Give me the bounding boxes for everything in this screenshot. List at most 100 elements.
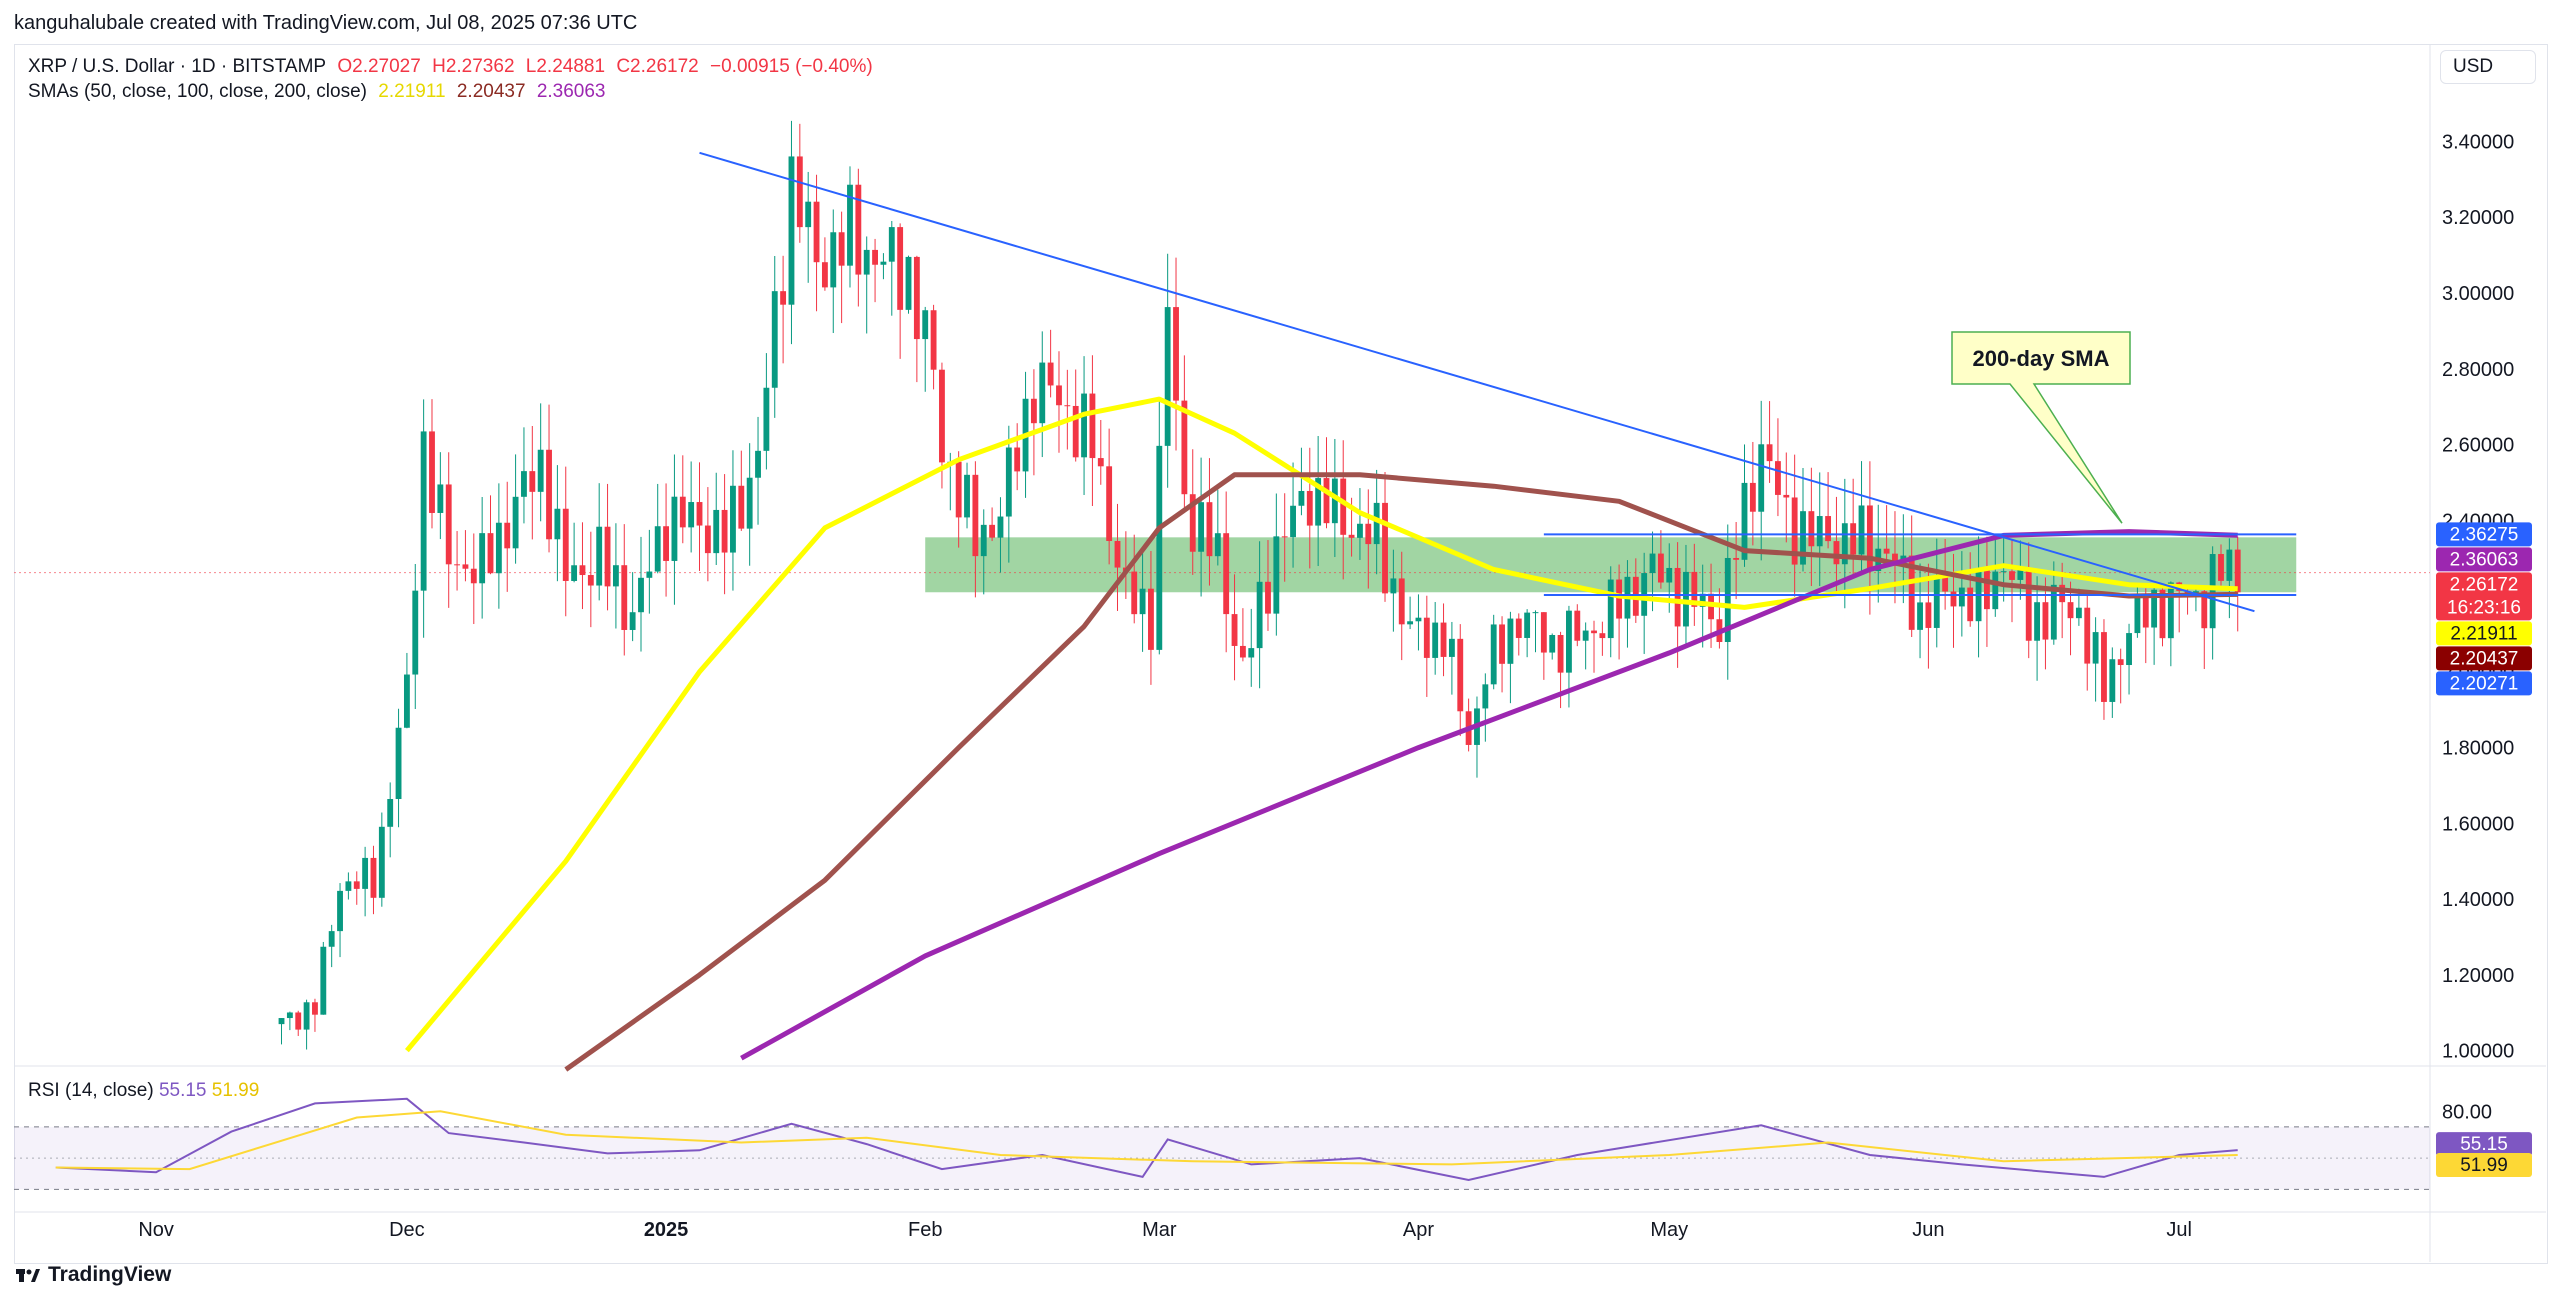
- candle-body: [2126, 633, 2132, 666]
- candle-body: [1883, 548, 1890, 554]
- candle-body: [880, 261, 887, 265]
- candle-body: [671, 496, 678, 561]
- candle-body: [863, 249, 870, 275]
- candle-body: [1139, 588, 1146, 615]
- annotation-label: 200-day SMA: [1973, 346, 2110, 371]
- candle-body: [980, 524, 987, 557]
- candle-body: [1231, 614, 1238, 646]
- candle-body: [562, 508, 569, 581]
- candle-body: [704, 525, 711, 554]
- price-label-bg: [2436, 547, 2532, 572]
- candle-body: [1574, 610, 1581, 641]
- candle-body: [1081, 393, 1087, 458]
- candle-body: [1382, 502, 1388, 594]
- candle-body: [1432, 622, 1439, 658]
- candle-body: [612, 565, 619, 587]
- candle-body: [1273, 536, 1280, 614]
- candle-body: [2025, 569, 2032, 641]
- candle-body: [286, 1012, 293, 1019]
- sma-legend[interactable]: SMAs (50, close, 100, close, 200, close)…: [28, 81, 612, 103]
- candle-body: [295, 1012, 302, 1030]
- rsi-value-label-bg: [2436, 1132, 2532, 1157]
- candle-body: [1223, 533, 1230, 615]
- candle-body: [487, 533, 494, 574]
- annotation-callout: [1951, 331, 2131, 524]
- symbol-legend[interactable]: XRP / U.S. Dollar · 1D · BITSTAMP O2.270…: [28, 56, 879, 78]
- candle-body: [1566, 610, 1572, 673]
- candle-body: [2017, 569, 2024, 580]
- candle-body: [746, 477, 753, 529]
- candle-body: [2167, 582, 2174, 639]
- candle-body: [1064, 405, 1071, 407]
- price-tick-label: 1.00000: [2442, 1041, 2514, 1063]
- candle-body: [529, 471, 536, 492]
- candle-body: [312, 1002, 318, 1015]
- candle-body: [1457, 638, 1464, 712]
- candle-body: [1482, 684, 1489, 709]
- candle-body: [955, 461, 962, 518]
- price-label-text: 2.26172: [2450, 574, 2519, 595]
- candle-body: [1365, 523, 1372, 545]
- rsi-legend[interactable]: RSI (14, close) 55.15 51.99: [28, 1080, 259, 1102]
- candle-body: [2000, 571, 2007, 573]
- currency-button[interactable]: USD: [2440, 50, 2536, 84]
- candle-body: [470, 568, 477, 584]
- candle-body: [1691, 571, 1698, 607]
- price-tick-label: 1.40000: [2442, 889, 2514, 911]
- time-tick-label: May: [1650, 1219, 1688, 1241]
- candle-body: [997, 516, 1004, 538]
- candle-body: [437, 484, 444, 513]
- candle-body: [370, 857, 377, 898]
- candle-body: [1390, 578, 1397, 594]
- candle-body: [1106, 466, 1113, 541]
- candle-body: [972, 474, 979, 557]
- candle-body: [1942, 577, 1949, 592]
- candle-body: [905, 256, 912, 310]
- candle-body: [353, 881, 360, 889]
- candle-body: [1791, 497, 1798, 565]
- candle-body: [1030, 398, 1037, 424]
- candle-body: [2142, 594, 2149, 628]
- sma100-value: 2.20437: [456, 81, 526, 102]
- candle-body: [1800, 511, 1806, 565]
- candle-body: [1783, 494, 1790, 498]
- candle-body: [788, 156, 795, 305]
- candle-body: [1198, 502, 1205, 552]
- time-tick-label: Jul: [2166, 1219, 2192, 1241]
- candle-body: [1607, 579, 1614, 639]
- price-tick-label: 2.80000: [2442, 359, 2514, 381]
- price-tick-label: 3.40000: [2442, 131, 2514, 153]
- price-label-bg: [2436, 621, 2532, 646]
- price-label: 2.20437: [2436, 646, 2532, 671]
- candle-body: [872, 249, 878, 265]
- candle-body: [1917, 602, 1923, 630]
- price-label-bg: [2436, 671, 2532, 696]
- candle-body: [1892, 553, 1898, 566]
- candle-body: [2067, 602, 2074, 619]
- candle-body: [2050, 584, 2057, 640]
- candle-body: [1950, 591, 1957, 607]
- time-tick-label: Dec: [389, 1219, 425, 1241]
- candle-body: [1967, 587, 1974, 622]
- candle-body: [1724, 557, 1731, 642]
- candle-body: [629, 612, 636, 630]
- candle-body: [1265, 581, 1271, 614]
- candle-body: [1833, 541, 1840, 565]
- ohlc-change: −0.00915 (−0.40%): [710, 56, 873, 77]
- candle-body: [1256, 581, 1263, 649]
- candle-body: [504, 522, 511, 549]
- candle-body: [989, 524, 996, 538]
- candle-body: [303, 1002, 310, 1030]
- candle-body: [328, 931, 335, 947]
- candle-body: [1056, 385, 1062, 406]
- candle-body: [1816, 516, 1823, 547]
- sma-label: SMAs (50, close, 100, close, 200, close): [28, 81, 367, 102]
- rsi-value-label-bg: [2436, 1153, 2532, 1178]
- rsi-value-label: 55.15: [2460, 1134, 2508, 1155]
- candle-body: [1281, 536, 1288, 538]
- sma200-value: 2.36063: [536, 81, 606, 102]
- candle-body: [1164, 307, 1171, 446]
- candle-body: [646, 571, 653, 578]
- candle-body: [2201, 591, 2208, 629]
